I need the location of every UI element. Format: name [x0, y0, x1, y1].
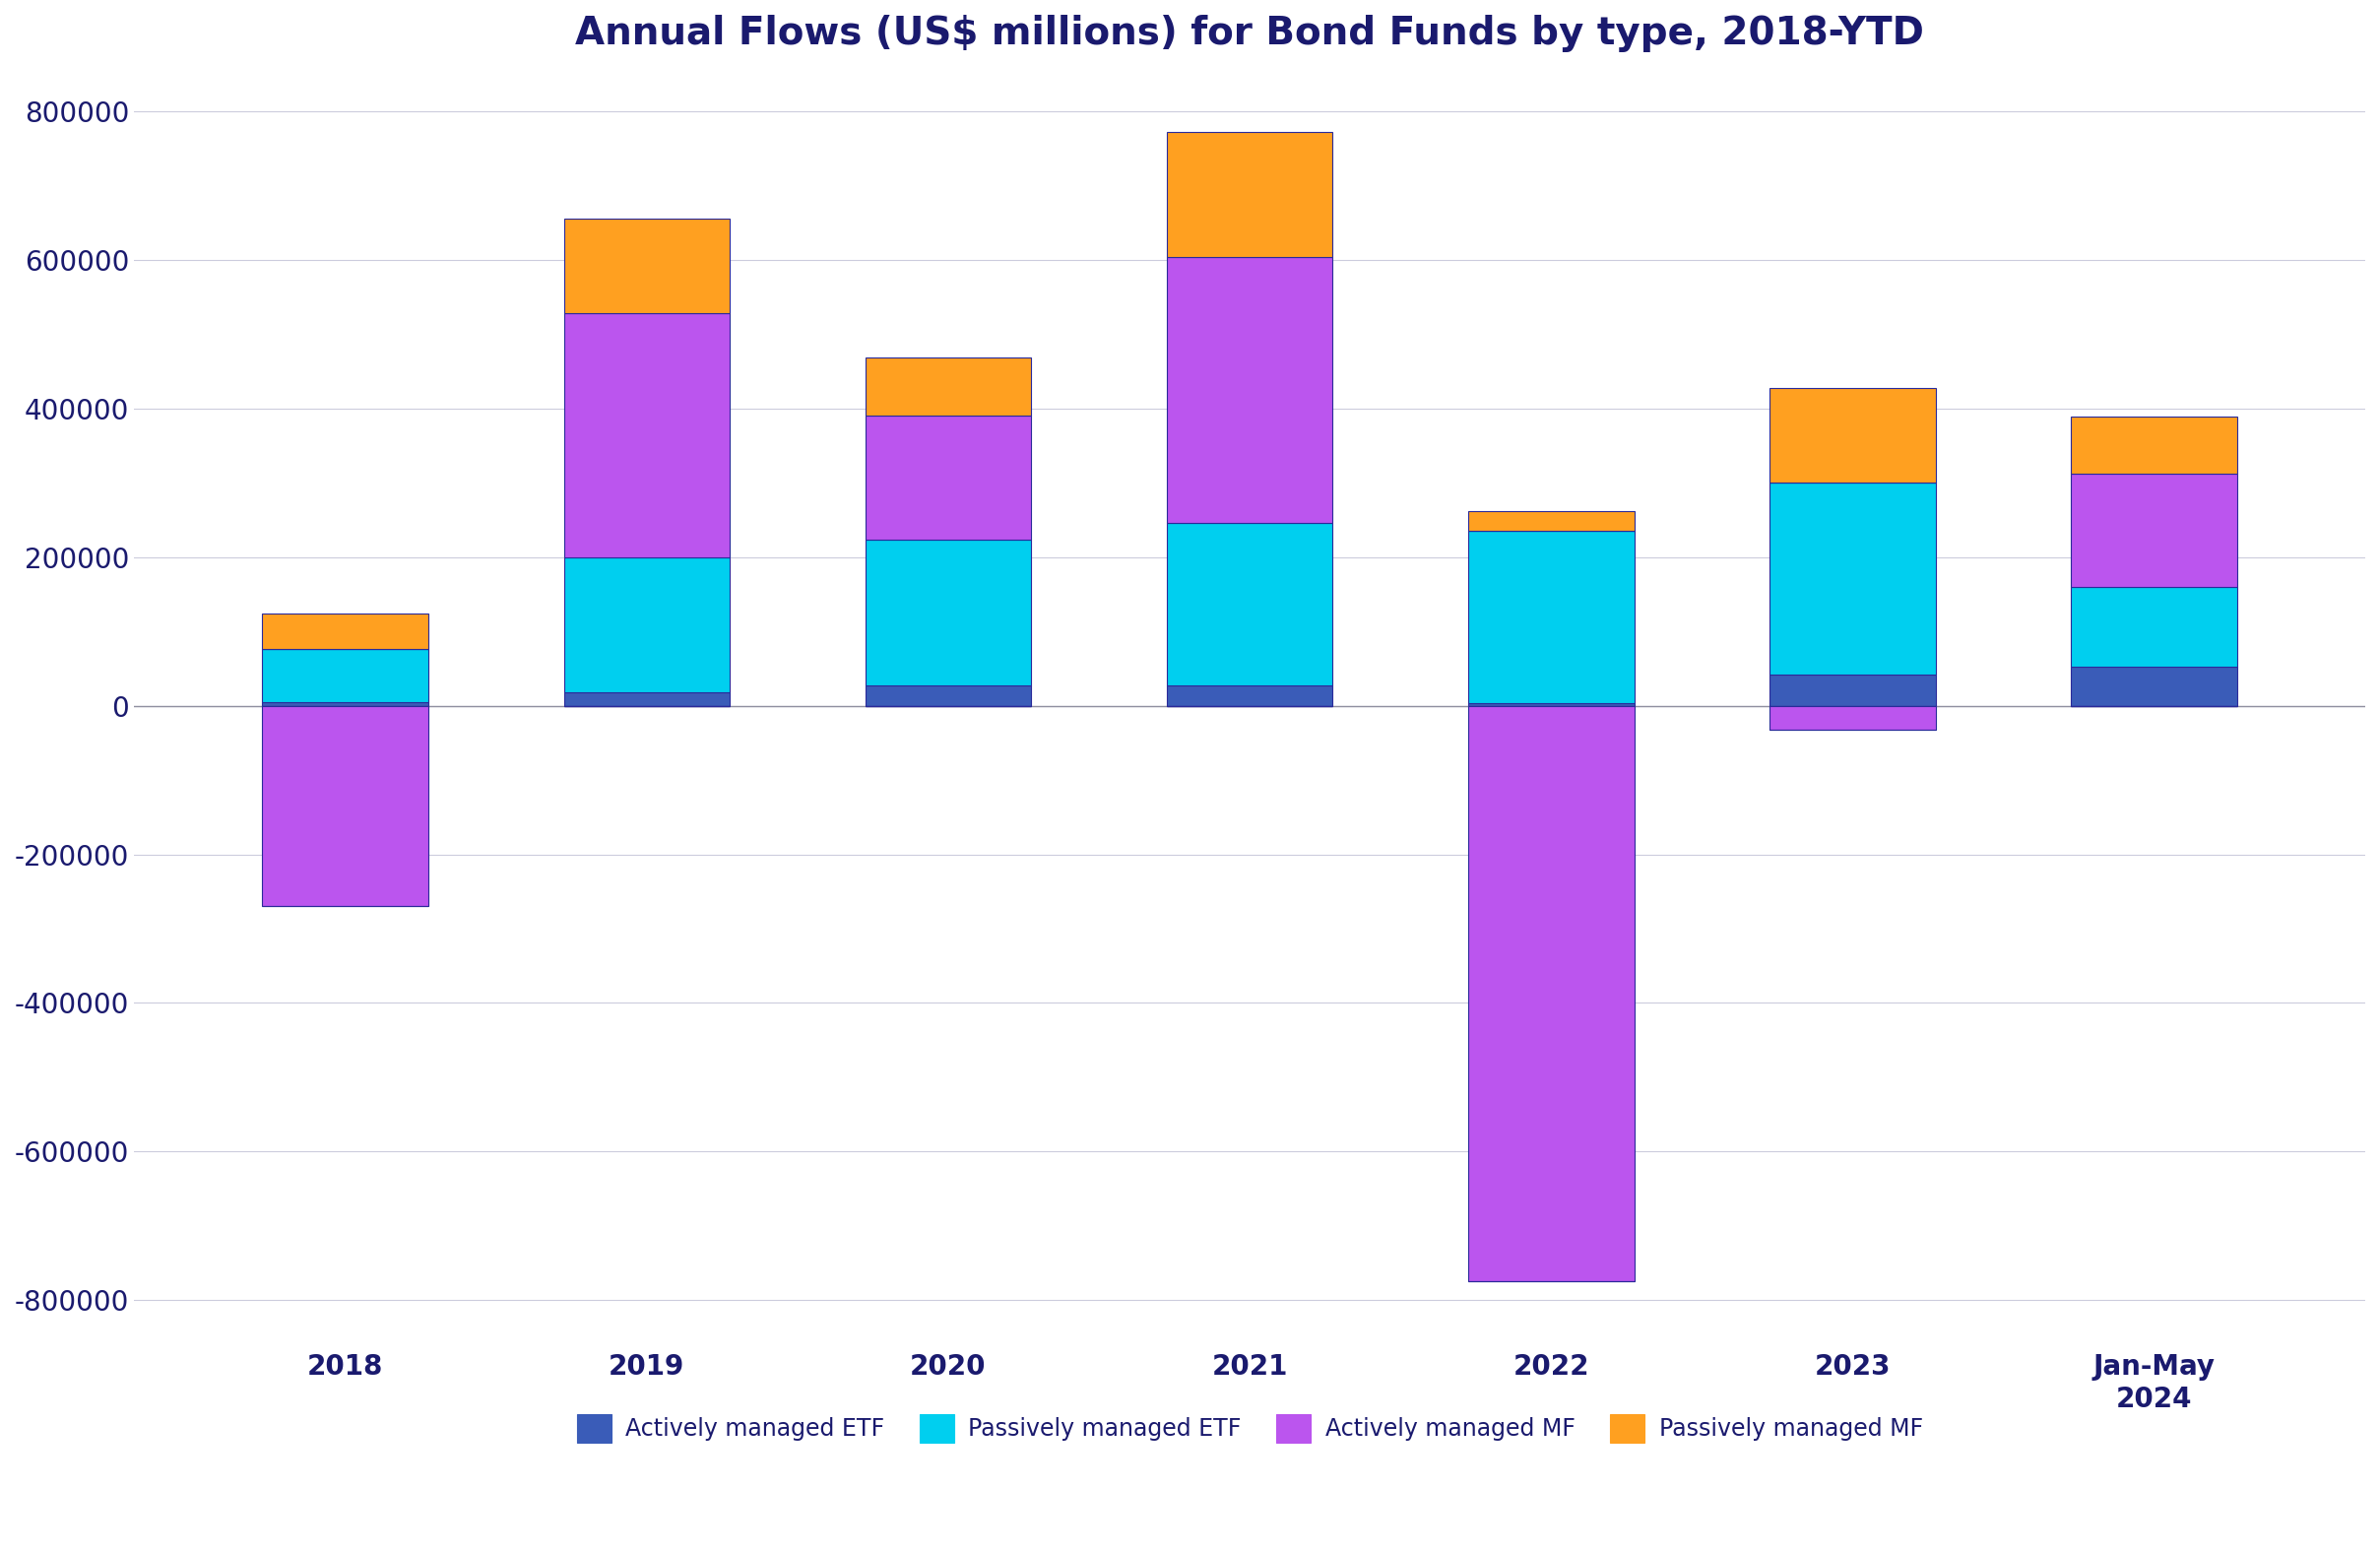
Bar: [1468, 704, 1635, 705]
Bar: [1166, 523, 1333, 685]
Bar: [1468, 705, 1635, 1281]
Bar: [262, 705, 428, 907]
Bar: [564, 314, 731, 558]
Bar: [866, 685, 1031, 705]
Bar: [866, 357, 1031, 415]
Bar: [2071, 416, 2237, 474]
Bar: [564, 558, 731, 693]
Bar: [1166, 258, 1333, 523]
Legend: Actively managed ETF, Passively managed ETF, Actively managed MF, Passively mana: Actively managed ETF, Passively managed …: [566, 1405, 1933, 1452]
Bar: [1771, 388, 1935, 483]
Bar: [2071, 474, 2237, 587]
Bar: [866, 540, 1031, 685]
Bar: [1166, 132, 1333, 258]
Bar: [1468, 531, 1635, 704]
Bar: [564, 693, 731, 705]
Bar: [1771, 705, 1935, 730]
Bar: [866, 415, 1031, 540]
Bar: [564, 219, 731, 314]
Bar: [2071, 668, 2237, 705]
Bar: [1771, 674, 1935, 705]
Bar: [1771, 483, 1935, 674]
Bar: [1166, 685, 1333, 705]
Bar: [262, 649, 428, 702]
Bar: [262, 613, 428, 649]
Bar: [2071, 587, 2237, 668]
Bar: [1468, 511, 1635, 531]
Title: Annual Flows (US$ millions) for Bond Funds by type, 2018-YTD: Annual Flows (US$ millions) for Bond Fun…: [576, 16, 1923, 53]
Bar: [262, 702, 428, 705]
